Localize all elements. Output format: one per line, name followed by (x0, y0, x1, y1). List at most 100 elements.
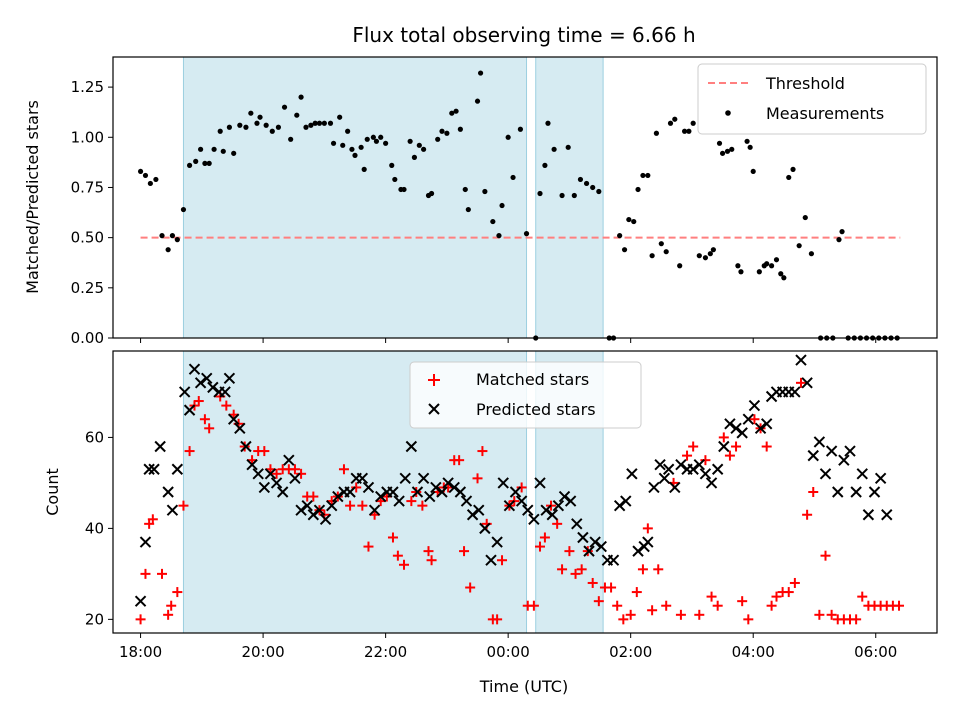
measurement-point (621, 247, 628, 253)
measurement-point (137, 168, 144, 175)
legend-measurements-swatch (725, 110, 731, 116)
matched-star-point (140, 568, 151, 579)
measurement-point (378, 134, 384, 140)
measurement-point (653, 130, 660, 136)
measurement-point (153, 176, 159, 183)
observing-interval-2 (535, 56, 604, 339)
measurement-point (596, 188, 602, 195)
matched-star-point (178, 500, 189, 511)
measurement-point (462, 186, 468, 193)
measurement-point (389, 162, 395, 168)
measurement-point (248, 110, 254, 116)
measurement-point (645, 172, 651, 179)
measurement-point (288, 136, 294, 142)
bottom-legend: Matched stars Predicted stars (409, 361, 642, 429)
matched-star-point (587, 577, 598, 588)
measurement-point (349, 146, 355, 152)
measurement-point (421, 146, 427, 152)
measurement-point (649, 253, 655, 259)
measurement-point (340, 142, 346, 148)
measurement-point (747, 144, 753, 150)
measurement-point (337, 114, 343, 120)
matched-star-point (406, 496, 417, 507)
measurement-point (231, 150, 237, 156)
y-tick-label: 1.00 (71, 128, 104, 146)
matched-star-point (392, 550, 403, 561)
measurement-point (781, 275, 787, 281)
predicted-star-point (509, 486, 522, 498)
observing-interval-1 (182, 56, 528, 339)
matched-star-point (497, 555, 508, 566)
predicted-star-point (332, 490, 344, 503)
predicted-star-point (705, 477, 718, 489)
matched-star-point (454, 455, 465, 466)
predicted-star-point (223, 372, 236, 384)
matched-star-point (820, 550, 831, 561)
predicted-star-point (460, 495, 473, 507)
predicted-star-point (430, 481, 442, 494)
matched-star-point (163, 609, 174, 620)
measurement-point (663, 249, 669, 255)
measurement-point (303, 124, 309, 130)
predicted-star-point (307, 509, 320, 521)
predicted-star-point (178, 386, 191, 398)
predicted-star-point (862, 509, 875, 521)
predicted-star-point (148, 463, 160, 475)
predicted-star-point (234, 422, 246, 435)
matched-star-point (199, 414, 210, 425)
predicted-star-point (807, 449, 819, 462)
matched-star-point (204, 423, 215, 434)
measurement-point (169, 233, 176, 239)
measurement-point (545, 120, 551, 126)
measurement-point (142, 172, 149, 179)
matched-star-point (363, 541, 374, 552)
predicted-star-point (515, 495, 528, 507)
measurement-point (254, 120, 260, 126)
predicted-star-point (270, 477, 283, 489)
measurement-point (477, 70, 484, 76)
measurement-point (269, 128, 275, 134)
matched-star-point (564, 546, 575, 557)
measurement-point (773, 257, 780, 263)
matched-star-point (423, 546, 434, 557)
matched-star-point (351, 482, 362, 493)
matched-star-point (731, 441, 742, 452)
matched-star-point (826, 609, 837, 620)
predicted-star-point (436, 486, 448, 498)
matched-star-point (492, 614, 503, 625)
measurement-point (186, 162, 193, 168)
matched-star-point (737, 596, 748, 607)
matched-star-point (761, 441, 772, 452)
predicted-star-point (832, 486, 844, 498)
matched-star-point (814, 609, 825, 620)
y-tick-label: 20 (85, 610, 104, 628)
matched-star-point (766, 600, 777, 611)
predicted-star-point (675, 459, 687, 471)
predicted-star-point (718, 440, 730, 453)
measurement-point (571, 192, 577, 199)
matched-star-point (296, 468, 307, 479)
legend-predicted-label: Predicted stars (476, 400, 596, 419)
legend-measurements-label: Measurements (766, 104, 884, 123)
predicted-star-point (583, 545, 595, 557)
predicted-star-point (503, 499, 516, 512)
ratio-panel: Flux total observing time = 6.66 h 0.00 0… (23, 23, 938, 347)
matched-star-point (625, 609, 636, 620)
matched-star-point (345, 500, 356, 511)
predicted-star-point (252, 468, 264, 480)
legend-matched-label: Matched stars (476, 370, 589, 389)
predicted-star-point (687, 463, 699, 475)
measurement-point (672, 116, 678, 122)
predicted-star-point (534, 477, 546, 489)
measurement-point (327, 120, 334, 126)
predicted-star-point (276, 486, 289, 498)
legend-threshold-label: Threshold (765, 74, 845, 93)
predicted-star-point (825, 445, 838, 457)
predicted-star-point (188, 363, 201, 375)
measurement-point (635, 186, 641, 193)
measurement-point (243, 124, 249, 130)
measurement-point (147, 180, 153, 187)
measurement-point (165, 247, 171, 253)
predicted-star-point (375, 490, 387, 503)
predicted-star-point (844, 445, 856, 457)
